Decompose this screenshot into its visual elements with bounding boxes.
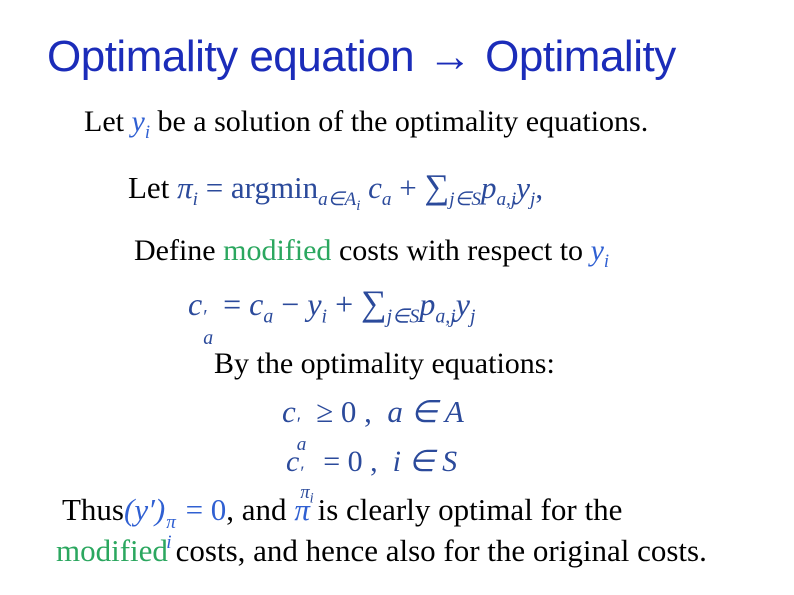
var-c-sub: a (381, 189, 392, 211)
var-p: p (480, 170, 497, 205)
text: Let (128, 170, 178, 205)
condition-zero-on-policy: c ′ πi = 0 , i ∈ S (286, 444, 458, 506)
var-c: c (282, 394, 296, 429)
equation-modified-cost: c ′ a = ca − yi + ∑j∈Spa,jyj (188, 282, 475, 349)
prime-sub-stack: ′ a (297, 415, 307, 454)
plus-sign: + (327, 286, 362, 322)
slide-title: Optimality equation → Optimality (47, 32, 676, 82)
statement-let-y: Let yi be a solution of the optimality e… (84, 104, 649, 142)
var-y: y (455, 286, 470, 322)
var-pi: π (300, 482, 310, 504)
var-y-sub: j (529, 189, 536, 211)
var-pi-sub: i (309, 491, 314, 508)
prime-mark: ′ (296, 414, 301, 436)
var-pi: π (294, 492, 310, 527)
text: be a solution of the optimality equation… (149, 105, 649, 138)
membership-condition: i ∈ S (392, 445, 458, 478)
var-pi: π (177, 170, 193, 205)
comma: , (362, 445, 393, 478)
var-c: c (188, 286, 203, 322)
var-y: y (516, 170, 530, 205)
relation: = 0 (315, 445, 363, 478)
math-argmin-expression: πi = argmina∈Ai ca + ∑j∈Spa,jyj, (177, 167, 544, 214)
var-c-sub: a (296, 434, 307, 456)
var-c: c (360, 170, 382, 205)
var-y-sub: i (321, 305, 328, 328)
text: Thus (62, 492, 124, 527)
math-var-y-i: yi (590, 234, 610, 271)
var-p: p (419, 286, 436, 322)
sup-pi: π (166, 512, 176, 534)
argmin-subscript-sub: i (356, 198, 361, 215)
statement-by-optimality: By the optimality equations: (214, 346, 555, 382)
sub-i: i (166, 532, 172, 554)
var-c-sub: a (203, 327, 214, 350)
plus-sign: + (391, 170, 425, 205)
modified-keyword: modified (223, 234, 332, 267)
text: Define (134, 234, 224, 267)
title-text-left: Optimality equation (47, 32, 426, 81)
comma: , (535, 170, 544, 205)
text: is clearly optimal for the (309, 492, 623, 527)
math-var-y-i: yi (131, 105, 150, 142)
argmin-subscript: a∈A (318, 189, 357, 211)
prime-mark: ′ (300, 462, 305, 484)
text: costs, and hence also for the original c… (167, 533, 707, 568)
prime-mark: ′ (203, 306, 208, 329)
text: Let (84, 105, 132, 138)
y-prime-paren: (y′) (124, 492, 166, 527)
text: , and (226, 492, 295, 527)
equals-sign: = (215, 286, 250, 322)
math-zero-on-policy: c ′ πi = 0 , i ∈ S (286, 445, 458, 506)
summation-sign: ∑ (361, 283, 387, 323)
equals-zero: = 0 (177, 492, 227, 527)
summation-sign: ∑ (424, 167, 450, 206)
membership-condition: a ∈ A (387, 394, 464, 429)
text: costs with respect to (331, 234, 591, 267)
prime-sub-stack: ′ πi (300, 462, 313, 506)
argmin-operator: argmin (230, 170, 319, 205)
statement-define-modified: Define modified costs with respect to yi (134, 233, 610, 271)
var-c: c (286, 445, 300, 478)
summation-subscript: j∈S (449, 189, 481, 211)
modified-keyword: modified (56, 533, 168, 568)
summation-subscript: j∈S (386, 305, 420, 328)
var-y-sub: i (603, 251, 610, 272)
equals-sign: = (197, 170, 231, 205)
comma: , (356, 394, 388, 429)
var-c-sub: a (263, 305, 274, 328)
relation: ≥ 0 (308, 394, 357, 429)
equation-policy-argmin: Let πi = argmina∈Ai ca + ∑j∈Spa,jyj, (128, 166, 544, 214)
condition-nonnegative: c ′ a ≥ 0 , a ∈ A (282, 393, 464, 454)
math-y-prime-pi: (y′) π i = 0 (124, 492, 227, 552)
var-p-sub: a,j (496, 189, 517, 211)
math-modified-cost: c ′ a = ca − yi + ∑j∈Spa,jyj (188, 283, 475, 348)
statement-thus: Thus(y′) π i = 0, and π is clearly optimal… (62, 491, 622, 552)
var-y-sub: i (144, 122, 150, 143)
statement-final: modified costs, and hence also for the o… (56, 532, 707, 569)
minus-sign: − (273, 286, 308, 322)
var-p-sub: a,j (435, 305, 456, 328)
var-y: y (131, 105, 145, 138)
var-y: y (590, 234, 604, 267)
var-pi-sub: i (192, 189, 198, 211)
var-y-sub: j (469, 305, 476, 328)
title-text-right: Optimality (473, 32, 676, 81)
math-nonnegative: c ′ a ≥ 0 , a ∈ A (282, 394, 464, 454)
prime-sub-stack: ′ a (203, 306, 214, 350)
var-y: y (307, 286, 322, 322)
right-arrow-icon: → (427, 32, 472, 81)
text: By the optimality equations: (214, 347, 555, 380)
var-c: c (249, 286, 264, 322)
